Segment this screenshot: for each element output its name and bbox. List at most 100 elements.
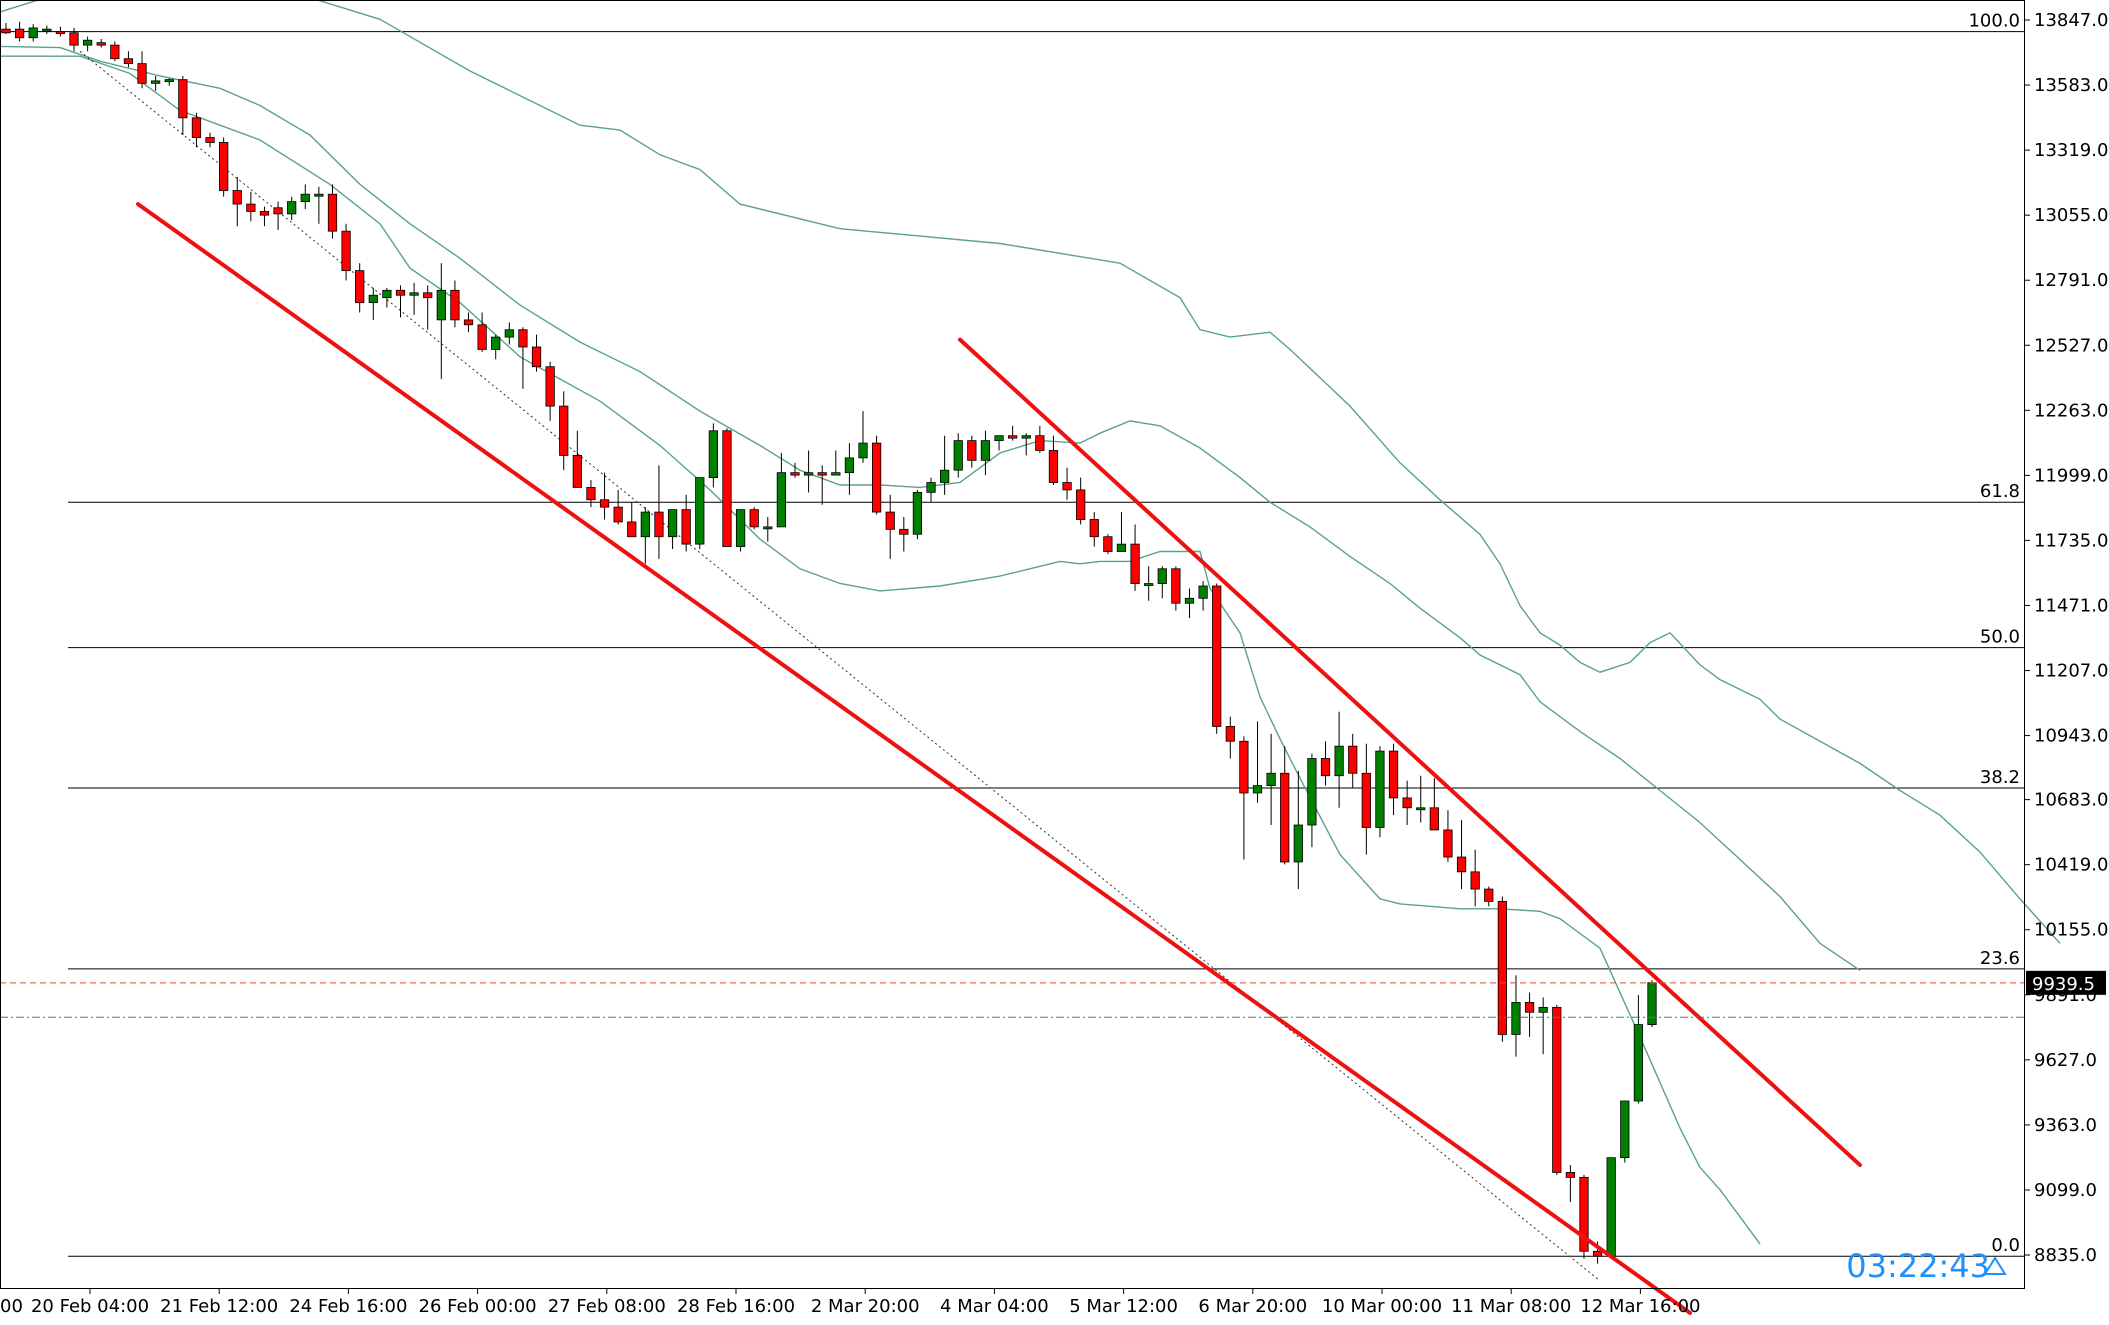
candle	[667, 509, 678, 550]
x-axis-label: 5 Mar 12:00	[1069, 1296, 1178, 1317]
candle	[1021, 433, 1031, 456]
candle	[450, 280, 460, 328]
y-axis-label: 10683.0	[2034, 790, 2108, 811]
candle-body-bull	[1416, 807, 1426, 811]
candle-body-bear	[1076, 489, 1086, 520]
candle	[137, 51, 147, 89]
candle-body-bear	[722, 430, 732, 547]
candle	[1375, 746, 1385, 838]
candle-body-bear	[1103, 536, 1113, 552]
candle	[28, 24, 38, 42]
candle-body-bear	[1035, 435, 1045, 451]
candle	[953, 433, 963, 478]
candle-body-bear	[110, 44, 120, 60]
candle-body-bull	[1157, 568, 1167, 584]
candle-body-bull	[1647, 982, 1657, 1026]
bollinger-lower-band	[0, 55, 1761, 1245]
trend-channel-line	[958, 337, 1862, 1168]
candle-body-bear	[817, 472, 827, 476]
bollinger-upper-band	[0, 0, 2061, 944]
candle-body-bear	[123, 58, 134, 65]
candle	[382, 287, 392, 308]
candle	[273, 201, 283, 230]
x-axis-label: 4 Mar 04:00	[940, 1296, 1049, 1317]
candle-body-bear	[246, 203, 256, 212]
x-axis-label: 28 Feb 16:00	[677, 1296, 795, 1317]
candle-body-bull	[314, 193, 324, 197]
y-axis-label: 11471.0	[2034, 595, 2108, 616]
candle	[491, 334, 501, 360]
candle	[1416, 775, 1426, 823]
candle	[1402, 780, 1412, 826]
candle	[191, 112, 202, 148]
candle	[885, 494, 895, 559]
candle-body-bear	[545, 366, 555, 407]
candle-body-bear	[599, 499, 610, 508]
candle-body-bear	[749, 509, 759, 528]
candle-body-bear	[1443, 829, 1453, 858]
y-axis-label: 12791.0	[2034, 270, 2108, 291]
candle	[1266, 733, 1276, 826]
candle	[613, 489, 623, 525]
trendlines	[136, 202, 1862, 1315]
candle	[518, 327, 528, 389]
candle-body-bear	[790, 472, 800, 476]
candle	[1429, 778, 1439, 831]
candle-body-bear	[586, 487, 596, 501]
y-axis-label: 13055.0	[2034, 205, 2108, 226]
candle	[83, 36, 93, 52]
candle-body-bear	[1, 28, 11, 34]
x-axis-label: 26 Feb 00:00	[419, 1296, 537, 1317]
candle-body-bull	[151, 80, 161, 84]
x-axis-label: 11 Mar 08:00	[1451, 1296, 1571, 1317]
candle-body-bull	[42, 28, 52, 32]
candle-body-bear	[1225, 726, 1235, 742]
candle	[1524, 992, 1535, 1037]
y-axis-label: 12263.0	[2034, 400, 2108, 421]
fib-level-label: 0.0	[1991, 1235, 2020, 1256]
candle	[1320, 741, 1331, 786]
candle-body-bull	[1184, 597, 1195, 604]
candle	[980, 430, 991, 476]
candle	[259, 206, 270, 227]
candle	[1497, 896, 1507, 1042]
candle	[164, 78, 174, 86]
candle	[69, 27, 79, 52]
y-axis-label: 10419.0	[2034, 855, 2108, 876]
candle	[817, 465, 827, 505]
candle-body-bear	[1592, 1250, 1603, 1257]
candle	[355, 263, 365, 313]
candle-body-bear	[273, 207, 283, 215]
candle-body-bear	[1008, 435, 1018, 439]
candle-body-bull	[1538, 1006, 1548, 1013]
y-axis-label: 9363.0	[2034, 1115, 2097, 1136]
candle	[395, 285, 406, 318]
candle-body-bear	[885, 511, 895, 530]
candle	[1116, 512, 1127, 552]
candle-body-bull	[1021, 435, 1031, 439]
candle-body-bull	[1293, 824, 1303, 863]
candle	[14, 21, 25, 42]
candle	[926, 477, 936, 503]
fib-level-label: 50.0	[1980, 627, 2020, 648]
candle	[423, 285, 433, 330]
candle-body-bear	[1579, 1176, 1589, 1252]
candle	[1348, 733, 1358, 789]
candle-body-bear	[450, 289, 460, 321]
candle	[763, 517, 773, 542]
candle-body-bull	[436, 289, 446, 321]
candle-body-bull	[164, 79, 174, 83]
candle-body-bear	[613, 506, 623, 523]
candle-body-bear	[572, 455, 582, 488]
candle	[831, 450, 841, 476]
candle	[994, 435, 1004, 451]
candle	[1633, 995, 1644, 1104]
candle-body-bear	[1552, 1006, 1562, 1173]
candle	[1076, 477, 1086, 525]
candle	[599, 472, 610, 520]
candle	[1470, 849, 1480, 907]
candle	[1, 22, 11, 35]
